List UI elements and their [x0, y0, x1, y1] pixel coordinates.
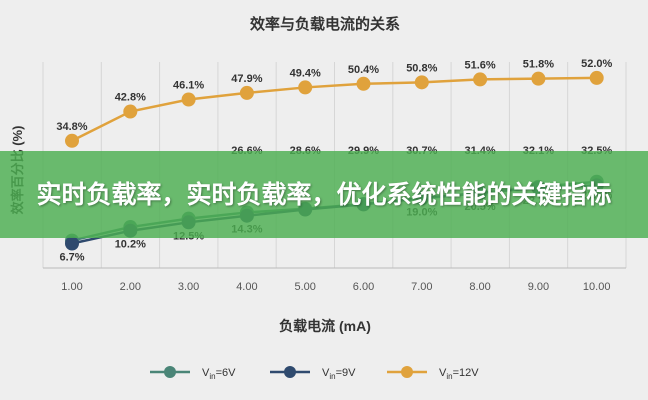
chart-title: 效率与负载电流的关系	[250, 15, 400, 33]
data-label: 34.8%	[56, 121, 87, 133]
data-label: 51.8%	[523, 59, 554, 71]
legend-label: Vin=12V	[439, 367, 479, 381]
data-label: 6.7%	[59, 252, 84, 264]
data-point	[65, 236, 79, 251]
x-axis-title: 负载电流 (mA)	[279, 318, 371, 334]
data-point	[65, 133, 79, 148]
legend-marker	[164, 366, 176, 378]
legend-item: Vin=9V	[270, 366, 356, 381]
x-tick-label: 5.00	[294, 281, 315, 293]
x-tick-label: 10.00	[583, 281, 611, 293]
x-tick-label: 4.00	[236, 281, 257, 293]
legend-item: Vin=6V	[150, 366, 236, 381]
data-point	[298, 80, 313, 95]
data-point	[531, 71, 546, 86]
x-tick-label: 6.00	[353, 281, 374, 293]
data-label: 10.2%	[115, 239, 146, 251]
data-point	[356, 76, 371, 91]
data-label: 52.0%	[581, 58, 612, 70]
x-tick-label: 7.00	[411, 281, 432, 293]
overlay-banner: 实时负载率，实时负载率，优化系统性能的关键指标	[0, 151, 648, 238]
x-tick-label: 3.00	[178, 281, 199, 293]
legend-label: Vin=6V	[202, 367, 236, 381]
series-line	[71, 76, 597, 142]
data-label: 49.4%	[290, 67, 321, 79]
data-label: 42.8%	[115, 92, 146, 104]
data-label: 47.9%	[231, 73, 262, 85]
data-label: 50.4%	[348, 64, 379, 76]
legend-marker	[284, 366, 296, 378]
data-label: 51.6%	[464, 59, 495, 71]
x-tick-label: 9.00	[528, 281, 549, 293]
banner-text: 实时负载率，实时负载率，优化系统性能的关键指标	[36, 179, 612, 209]
legend-item: Vin=12V	[387, 366, 479, 381]
data-label: 46.1%	[173, 79, 204, 91]
legend: Vin=6V Vin=9V Vin=12V	[150, 366, 479, 381]
data-label: 50.8%	[406, 62, 437, 74]
x-tick-labels: 1.00 2.00 3.00 4.00 5.00 6.00 7.00 8.00 9.00 10.0…	[61, 281, 610, 293]
x-tick-label: 2.00	[120, 281, 141, 293]
data-point	[239, 85, 254, 100]
data-point	[414, 75, 429, 90]
legend-marker	[401, 366, 413, 378]
legend-label: Vin=9V	[322, 367, 356, 381]
x-tick-label: 1.00	[61, 281, 82, 293]
x-tick-label: 8.00	[469, 281, 490, 293]
data-point	[473, 72, 488, 87]
data-point	[181, 92, 196, 107]
data-point	[123, 104, 138, 119]
series-3: 34.8% 42.8% 46.1% 47.9% 49.4% 50.4% 50.8% 51.6%…	[56, 58, 613, 148]
data-point	[589, 70, 604, 85]
